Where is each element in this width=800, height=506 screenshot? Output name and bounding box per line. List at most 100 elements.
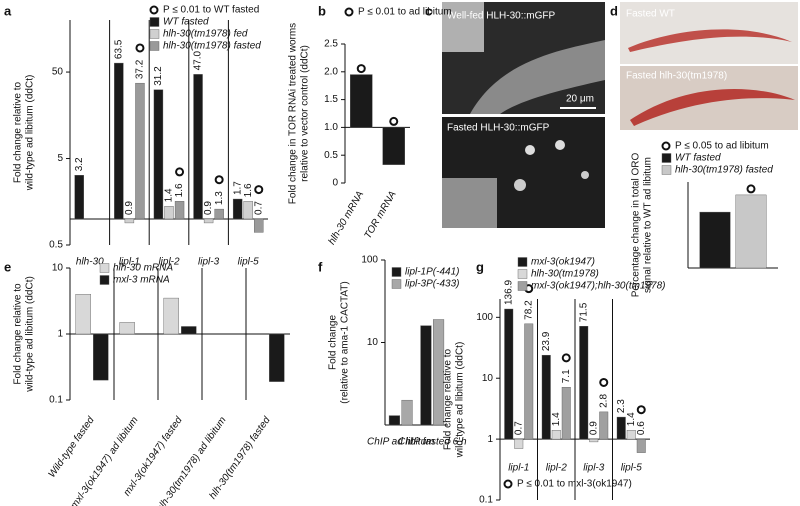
bar xyxy=(75,294,91,335)
scale-label: 20 μm xyxy=(566,94,594,105)
significance-marker xyxy=(254,185,264,195)
y-axis-label: (relative to ama-1 CACTAT) xyxy=(340,281,351,403)
y-axis-label: wild-type ad libitum (ddCt) xyxy=(25,276,36,393)
data-label: 71.5 xyxy=(578,302,589,322)
bar xyxy=(636,438,646,453)
legend-label: WT fasted xyxy=(675,153,721,164)
y-tick-label: 1.0 xyxy=(324,122,338,133)
bar xyxy=(699,211,731,269)
legend-swatch xyxy=(517,281,528,291)
nucleus xyxy=(525,145,535,155)
x-tick-label: lipl-3 xyxy=(583,463,605,474)
y-tick-label: 2.0 xyxy=(324,66,338,77)
legend-marker xyxy=(149,5,159,15)
inset xyxy=(442,2,484,52)
y-axis-label: wild-type ad libitum (ddCt) xyxy=(25,75,36,192)
data-label: 2.3 xyxy=(616,399,627,413)
y-axis-label: wild-type ad libitum (ddCt) xyxy=(455,342,466,459)
data-label: 1.4 xyxy=(626,412,637,426)
y-axis-label: Fold change xyxy=(328,315,339,370)
legend-swatch xyxy=(661,165,672,175)
bar xyxy=(382,127,406,165)
inset xyxy=(442,178,497,228)
bar xyxy=(599,411,609,440)
data-label: 63.5 xyxy=(113,39,124,59)
data-label: 23.9 xyxy=(541,331,552,351)
panel-letter: b xyxy=(318,3,326,18)
legend-label: hlh-30(tm1978) fasted xyxy=(163,41,261,52)
worm-shape xyxy=(628,29,792,52)
bar xyxy=(561,387,571,440)
panel-letter: g xyxy=(476,259,484,274)
image-caption: Fasted HLH-30::mGFP xyxy=(447,123,550,134)
bar xyxy=(269,333,285,382)
bar xyxy=(214,208,224,220)
bar xyxy=(735,194,767,269)
y-tick-label: 1 xyxy=(57,329,63,340)
legend-marker xyxy=(503,479,513,489)
bar xyxy=(579,326,589,440)
data-label: 31.2 xyxy=(153,66,164,86)
y-tick-label: 2.5 xyxy=(324,39,338,50)
x-tick-label: lipl-1 xyxy=(119,257,140,268)
x-tick-label: lipl-5 xyxy=(621,463,643,474)
y-tick-label: 1.5 xyxy=(324,94,338,105)
bar xyxy=(74,175,84,220)
legend-label: mxl-3(ok1947);hlh-30(tm1978) xyxy=(531,281,666,292)
legend-swatch xyxy=(149,41,160,51)
data-label: 1.3 xyxy=(214,191,225,205)
legend-marker xyxy=(344,7,354,17)
y-axis-label: Percentage change in total ORO xyxy=(631,153,642,298)
significance-marker xyxy=(599,377,609,387)
data-label: 0.9 xyxy=(124,201,135,215)
bar xyxy=(401,399,413,426)
legend-swatch xyxy=(517,257,528,267)
panel-letter: a xyxy=(4,3,12,18)
legend-swatch xyxy=(99,263,110,273)
panel-letter: d xyxy=(610,3,618,18)
legend-label: P ≤ 0.05 to ad libitum xyxy=(675,141,769,152)
bar xyxy=(232,198,243,220)
bar xyxy=(243,201,253,220)
worm-shape xyxy=(630,88,795,126)
x-tick-label: lipl-2 xyxy=(158,257,180,268)
bar xyxy=(193,74,203,220)
legend-label: hlh-30(tm1978) fed xyxy=(163,29,248,40)
bar xyxy=(524,323,534,440)
y-tick-label: 0.5 xyxy=(324,150,338,161)
legend-label: hlh-30(tm1978) fasted xyxy=(675,165,773,176)
legend-swatch xyxy=(661,153,672,163)
x-tick-label: lipl-1 xyxy=(508,463,529,474)
legend-swatch xyxy=(391,279,402,289)
data-label: 37.2 xyxy=(135,59,146,79)
legend-swatch xyxy=(149,29,160,39)
data-label: 0.9 xyxy=(588,421,599,435)
bar xyxy=(181,326,197,335)
y-axis-label: Fold change relative to xyxy=(13,81,24,183)
y-tick-label: 10 xyxy=(367,337,379,348)
data-label: 1.4 xyxy=(164,188,175,202)
bar xyxy=(119,322,135,335)
y-tick-label: 100 xyxy=(361,255,378,266)
bar xyxy=(254,218,264,233)
legend-label: WT fasted xyxy=(163,17,209,28)
x-tick-label: ChIP ad libitum xyxy=(367,437,434,448)
data-label: 0.7 xyxy=(513,421,524,435)
data-label: 1.6 xyxy=(243,183,254,197)
bar xyxy=(514,438,524,449)
data-label: 136.9 xyxy=(503,280,514,305)
legend-swatch xyxy=(391,267,402,277)
data-label: 0.9 xyxy=(203,201,214,215)
data-label: 1.4 xyxy=(551,412,562,426)
bar xyxy=(93,333,109,381)
bar xyxy=(153,89,164,220)
legend-swatch xyxy=(149,17,160,27)
y-tick-label: 10 xyxy=(52,263,64,274)
x-tick-label: TOR mRNA xyxy=(363,189,399,241)
x-tick-label: Wild-type fasted xyxy=(47,415,97,480)
bar xyxy=(164,206,174,220)
data-label: 0.7 xyxy=(253,201,264,215)
data-label: 47.0 xyxy=(193,50,204,70)
data-label: 7.1 xyxy=(561,369,572,383)
